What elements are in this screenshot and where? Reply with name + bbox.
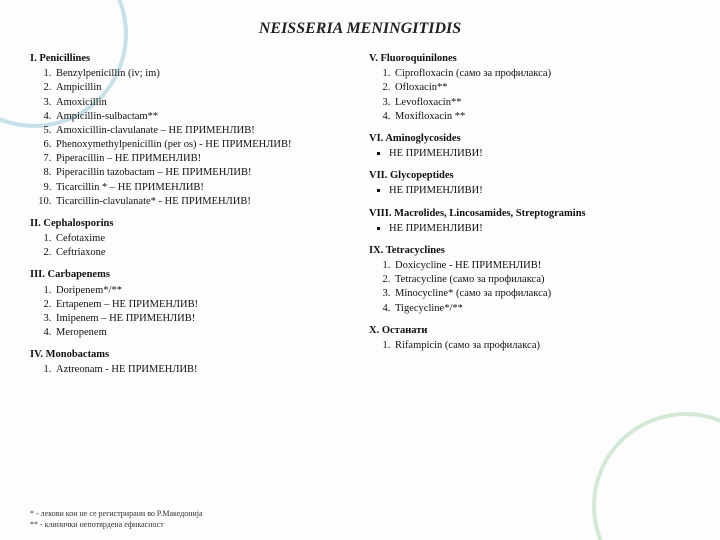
list-item: Ampicillin: [54, 81, 351, 95]
list-item: Ampicillin-sulbactam**: [54, 110, 351, 124]
page-title: NEISSERIA MENINGITIDIS: [30, 20, 690, 38]
list-item: Benzylpenicillin (iv; im): [54, 67, 351, 81]
list-item: Doxicycline - НЕ ПРИМЕНЛИВ!: [393, 259, 690, 273]
list-item: Ciprofloxacin (само за профилакса): [393, 67, 690, 81]
list-fluoroquinilones: Ciprofloxacin (само за профилакса) Oflox…: [369, 67, 690, 124]
list-item: Phenoxymethylpenicillin (per os) - НЕ ПР…: [54, 138, 351, 152]
columns: I. Penicillines Benzylpenicillin (iv; im…: [30, 52, 690, 384]
list-item: Minocycline* (само за профилакса): [393, 287, 690, 301]
list-item: Cefotaxime: [54, 232, 351, 246]
list-macrolides: НЕ ПРИМЕНЛИВИ!: [369, 222, 690, 236]
list-item: НЕ ПРИМЕНЛИВИ!: [389, 184, 690, 198]
section-head-glycopeptides: VII. Glycopeptides: [369, 169, 690, 183]
list-item: Ceftriaxone: [54, 246, 351, 260]
list-item: НЕ ПРИМЕНЛИВИ!: [389, 222, 690, 236]
list-item: Ticarcillin * – НЕ ПРИМЕНЛИВ!: [54, 181, 351, 195]
list-other: Rifampicin (само за профилакса): [369, 339, 690, 353]
list-item: Tetracycline (само за профилакса): [393, 273, 690, 287]
list-item: Rifampicin (само за профилакса): [393, 339, 690, 353]
footnote-line: * - лекови кои не се регистрирани во Р.М…: [30, 509, 203, 519]
list-item: Ertapenem – НЕ ПРИМЕНЛИВ!: [54, 298, 351, 312]
list-item: Imipenem – НЕ ПРИМЕНЛИВ!: [54, 312, 351, 326]
list-item: Amoxicillin-clavulanate – НЕ ПРИМЕНЛИВ!: [54, 124, 351, 138]
list-tetracyclines: Doxicycline - НЕ ПРИМЕНЛИВ! Tetracycline…: [369, 259, 690, 316]
right-column: V. Fluoroquinilones Ciprofloxacin (само …: [369, 52, 690, 384]
list-item: Piperacillin tazobactam – НЕ ПРИМЕНЛИВ!: [54, 166, 351, 180]
list-item: Ticarcillin-clavulanate* - НЕ ПРИМЕНЛИВ!: [54, 195, 351, 209]
list-penicillines: Benzylpenicillin (iv; im) Ampicillin Amo…: [30, 67, 351, 209]
section-head-tetracyclines: IX. Tetracyclines: [369, 244, 690, 258]
list-item: Aztreonam - НЕ ПРИМЕНЛИВ!: [54, 363, 351, 377]
list-item: Meropenem: [54, 326, 351, 340]
list-item: Piperacillin – НЕ ПРИМЕНЛИВ!: [54, 152, 351, 166]
list-carbapenems: Doripenem*/** Ertapenem – НЕ ПРИМЕНЛИВ! …: [30, 284, 351, 341]
footnote-line: ** - клинички непотврдена ефикасност: [30, 520, 203, 530]
list-item: Tigecycline*/**: [393, 302, 690, 316]
list-item: Ofloxacin**: [393, 81, 690, 95]
list-item: Levofloxacin**: [393, 96, 690, 110]
list-item: НЕ ПРИМЕНЛИВИ!: [389, 147, 690, 161]
page: NEISSERIA MENINGITIDIS I. Penicillines B…: [0, 0, 720, 540]
list-cephalosporins: Cefotaxime Ceftriaxone: [30, 232, 351, 260]
section-head-cephalosporins: II. Cephalosporins: [30, 217, 351, 231]
footnotes: * - лекови кои не се регистрирани во Р.М…: [30, 509, 203, 530]
left-column: I. Penicillines Benzylpenicillin (iv; im…: [30, 52, 351, 384]
list-item: Doripenem*/**: [54, 284, 351, 298]
list-glycopeptides: НЕ ПРИМЕНЛИВИ!: [369, 184, 690, 198]
section-head-penicillines: I. Penicillines: [30, 52, 351, 66]
list-aminoglycosides: НЕ ПРИМЕНЛИВИ!: [369, 147, 690, 161]
section-head-macrolides: VIII. Macrolides, Lincosamides, Streptog…: [369, 207, 690, 221]
section-head-aminoglycosides: VI. Aminoglycosides: [369, 132, 690, 146]
section-head-monobactams: IV. Monobactams: [30, 348, 351, 362]
section-head-fluoroquinilones: V. Fluoroquinilones: [369, 52, 690, 66]
section-head-carbapenems: III. Carbapenems: [30, 268, 351, 282]
list-monobactams: Aztreonam - НЕ ПРИМЕНЛИВ!: [30, 363, 351, 377]
list-item: Amoxicillin: [54, 96, 351, 110]
list-item: Moxifloxacin **: [393, 110, 690, 124]
section-head-other: X. Останати: [369, 324, 690, 338]
